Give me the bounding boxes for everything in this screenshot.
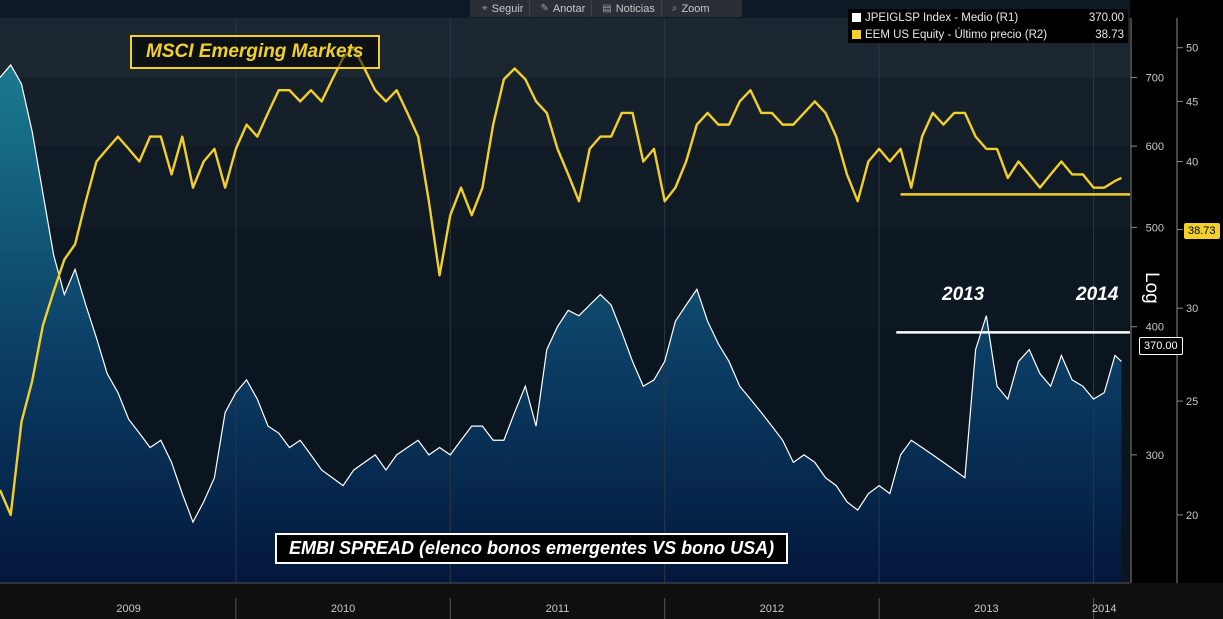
background-band: [0, 227, 1130, 327]
axis-r2-tick-label: 50: [1186, 43, 1198, 55]
x-axis-tick-label: 2014: [1092, 603, 1116, 615]
axis-r2-tick-label: 45: [1186, 96, 1198, 108]
axis-r2-tick-label: 20: [1186, 510, 1198, 522]
embi-area: [0, 64, 1122, 583]
x-axis: 2009 2010 2011 2012 2013 2014: [0, 582, 1223, 619]
grid-lines: [235, 18, 1095, 583]
axis-r1-tick-label: 600: [1146, 141, 1164, 153]
chart-legend: JPEIGLSP Index - Medio (R1) 370.00 EEM U…: [848, 9, 1128, 43]
axis-r2-tick-label: 40: [1186, 156, 1198, 168]
x-axis-tick-label: 2010: [331, 603, 355, 615]
reference-lines: [896, 193, 1130, 334]
axis-r2-tick-label: 25: [1186, 396, 1198, 408]
legend-value-embi: 370.00: [1088, 11, 1124, 24]
toolbar-anotar-label: Anotar: [552, 2, 586, 15]
axis-r1-tick-label: 400: [1146, 322, 1164, 334]
toolbar-noticias-label: Noticias: [615, 2, 655, 15]
x-axis-tick-label: 2011: [546, 603, 570, 615]
chart-toolbar: ⌖ Seguir ✎ Anotar ▤ Noticias ⌕ Zoom: [470, 0, 742, 17]
legend-value-eem: 38.73: [1095, 28, 1124, 41]
axis-r1-tick-label: 300: [1146, 450, 1164, 462]
x-axis-tick-label: 2009: [116, 603, 140, 615]
series-lines: [0, 46, 1122, 524]
news-icon: ▤: [602, 3, 612, 14]
embi-annotation: EMBI SPREAD (elenco bonos emergentes VS …: [275, 533, 789, 564]
toolbar-seguir-label: Seguir: [491, 2, 524, 15]
msci-annotation: MSCI Emerging Markets: [130, 35, 380, 69]
eem-series-line: [0, 46, 1122, 517]
x-axis-tick-label: 2012: [760, 603, 784, 615]
eem-last-value-tag: 38.73: [1184, 223, 1220, 239]
x-axis-panel: [0, 583, 1223, 619]
log-scale-label: Log: [1141, 272, 1162, 304]
legend-label-embi: JPEIGLSP Index - Medio (R1): [865, 11, 1019, 24]
year-2013-annotation: 2013: [942, 284, 985, 305]
legend-entry-embi[interactable]: JPEIGLSP Index - Medio (R1) 370.00: [848, 9, 1128, 26]
pencil-icon: ✎: [540, 3, 549, 14]
toolbar-noticias-button[interactable]: ▤ Noticias: [596, 0, 662, 17]
toolbar-zoom-button[interactable]: ⌕ Zoom: [666, 0, 716, 17]
axis-r1-tick-label: 500: [1146, 222, 1164, 234]
background-band: [0, 146, 1130, 228]
axis-r2-tick-label: 30: [1186, 303, 1198, 315]
background-band: [0, 77, 1130, 147]
toolbar-anotar-button[interactable]: ✎ Anotar: [534, 0, 593, 17]
legend-swatch-embi: [852, 13, 861, 22]
x-axis-tick-label: 2013: [974, 603, 998, 615]
legend-label-eem: EEM US Equity - Último precio (R2): [865, 28, 1048, 41]
toolbar-zoom-label: Zoom: [681, 2, 710, 15]
embi-series-line: [0, 63, 1122, 524]
axis-r1-tick-label: 700: [1146, 72, 1164, 84]
toolbar-seguir-button[interactable]: ⌖ Seguir: [476, 0, 531, 17]
zoom-icon: ⌕: [671, 3, 678, 14]
crosshair-icon: ⌖: [482, 3, 488, 14]
legend-entry-eem[interactable]: EEM US Equity - Último precio (R2) 38.73: [848, 26, 1128, 43]
year-2014-annotation: 2014: [1076, 284, 1119, 305]
embi-last-value-tag: 370.00: [1139, 337, 1183, 355]
embi-area-fill: [0, 64, 1122, 583]
legend-swatch-eem: [852, 30, 861, 39]
